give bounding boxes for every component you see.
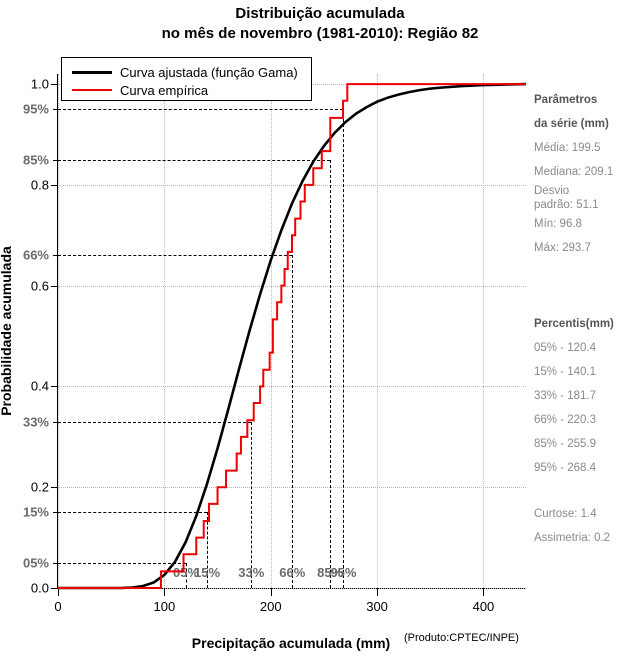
gridline-vertical	[270, 74, 272, 588]
plot-area: 05% 15% 33% 66% 85% 95% 0 100 200 300 400 0.0 0.2 0.…	[23, 74, 527, 614]
stat-media: Média: 199.5	[534, 142, 601, 154]
x-axis-percentile-label: 85%	[317, 565, 344, 580]
y-axis-percentile-label: 05%	[22, 555, 49, 571]
y-axis-tick-label: 1.0	[30, 76, 49, 92]
x-axis-tick-label: 300	[366, 599, 388, 614]
legend-swatch-fitted-line	[72, 70, 112, 74]
stat-assimetria: Assimetria: 0.2	[534, 532, 611, 544]
percentile-line-horizontal	[58, 255, 293, 257]
percentile-line-vertical	[292, 255, 294, 588]
gridline-vertical	[377, 74, 379, 588]
x-axis-tick	[270, 588, 272, 596]
product-credit-note: (Produto:CPTEC/INPE)	[404, 632, 519, 644]
x-axis-tick	[483, 588, 485, 596]
percentil-33: 33% - 181.7	[534, 390, 597, 402]
legend-label-empirical: Curva empírica	[120, 82, 209, 98]
y-axis-tick	[51, 285, 58, 287]
params-title-line2: da série (mm)	[534, 118, 609, 130]
y-axis-tick-label: 0.2	[30, 479, 49, 495]
percentile-line-vertical	[251, 421, 253, 588]
gridline-horizontal	[58, 285, 526, 287]
x-axis-tick-label: 400	[472, 599, 495, 614]
y-axis-tick-label: 0.4	[30, 378, 49, 394]
percentil-66: 66% - 220.3	[534, 414, 597, 426]
x-axis-title: Precipitação acumulada (mm)	[191, 635, 391, 651]
percentile-line-horizontal	[58, 109, 344, 111]
percentile-line-horizontal	[58, 512, 207, 514]
percentile-line-vertical	[330, 159, 332, 588]
chart-title: Distribuição acumulada no mês de novembr…	[0, 4, 640, 44]
empirical-curve	[58, 83, 526, 589]
stat-desvio-value: padrão: 51.1	[534, 199, 599, 211]
y-axis-tick	[51, 386, 58, 388]
legend-label-fitted: Curva ajustada (função Gama)	[120, 64, 298, 80]
gridline-vertical	[58, 74, 59, 588]
y-axis-percentile-tick	[53, 562, 58, 564]
y-axis-percentile-label: 33%	[22, 414, 49, 430]
percentil-85: 85% - 255.9	[534, 438, 597, 450]
percentil-05: 05% - 120.4	[534, 342, 597, 354]
stat-max: Máx: 293.7	[534, 242, 591, 254]
y-axis-tick	[51, 487, 58, 489]
legend-item-fitted: Curva ajustada (função Gama)	[68, 63, 311, 81]
x-axis-tick-label: 100	[153, 599, 176, 614]
percentil-95: 95% - 268.4	[534, 462, 597, 474]
gridline-vertical	[483, 74, 485, 588]
percentis-title: Percentis(mm)	[534, 318, 614, 330]
statistics-sidebar: Parâmetros da série (mm) Média: 199.5 Me…	[534, 88, 640, 550]
y-axis-percentile-tick	[53, 512, 58, 514]
percentile-line-vertical	[186, 562, 188, 588]
legend-swatch-empirical-line	[72, 89, 112, 91]
x-axis-percentile-label: 66%	[279, 565, 306, 580]
percentile-line-vertical	[207, 512, 208, 588]
y-axis-tick-label: 0.6	[30, 278, 49, 294]
percentile-line-horizontal	[58, 421, 252, 423]
y-axis-tick-label: 0.0	[30, 580, 49, 596]
percentile-line-horizontal	[58, 562, 187, 564]
y-axis-percentile-label: 85%	[22, 152, 49, 168]
x-axis-tick-label: 0	[54, 599, 62, 614]
curves-layer	[58, 82, 527, 590]
stat-mediana: Mediana: 209.1	[534, 166, 614, 178]
gridline-vertical	[164, 74, 166, 588]
legend-item-empirical: Curva empírica	[68, 81, 311, 99]
percentil-15: 15% - 140.1	[534, 366, 597, 378]
x-axis-percentile-label: 05%	[173, 565, 200, 580]
x-axis-percentile-label: 33%	[238, 565, 265, 580]
x-axis-percentile-label: 15%	[193, 565, 221, 580]
y-axis-tick	[51, 84, 58, 86]
y-axis-title: Probabilidade acumulada	[0, 246, 14, 416]
y-axis-percentile-label: 95%	[22, 101, 49, 117]
x-axis-percentile-label: 95%	[330, 565, 357, 580]
x-axis-tick	[377, 588, 379, 596]
y-axis-percentile-label: 66%	[22, 247, 49, 263]
percentile-line-vertical	[343, 109, 345, 588]
y-axis-percentile-tick	[53, 109, 58, 111]
params-title-line1: Parâmetros	[534, 94, 598, 106]
x-axis-tick	[164, 588, 166, 596]
legend: Curva ajustada (função Gama) Curva empír…	[61, 57, 312, 101]
stat-desvio-label: Desvio	[534, 185, 570, 197]
y-axis-tick	[51, 588, 58, 589]
gridline-horizontal	[58, 487, 526, 489]
y-axis-tick-label: 0.8	[30, 177, 49, 193]
x-axis-tick	[58, 588, 59, 596]
chart-title-line1: Distribuição acumulada	[235, 5, 405, 22]
gridline-horizontal	[58, 386, 526, 388]
stat-min: Mín: 96.8	[534, 218, 582, 230]
y-axis-percentile-tick	[53, 255, 58, 257]
stat-curtose: Curtose: 1.4	[534, 508, 597, 520]
x-axis-tick-label: 200	[259, 599, 282, 614]
percentile-line-horizontal	[58, 159, 331, 161]
chart-title-line2: no mês de novembro (1981-2010): Região 8…	[161, 25, 479, 42]
y-axis-percentile-tick	[53, 159, 58, 161]
gridline-horizontal	[58, 184, 526, 186]
y-axis-percentile-label: 15%	[22, 504, 49, 520]
gridline-horizontal	[58, 588, 526, 589]
y-axis-tick	[51, 184, 58, 186]
y-axis-percentile-tick	[53, 421, 58, 423]
fitted-gamma-curve	[58, 82, 527, 590]
